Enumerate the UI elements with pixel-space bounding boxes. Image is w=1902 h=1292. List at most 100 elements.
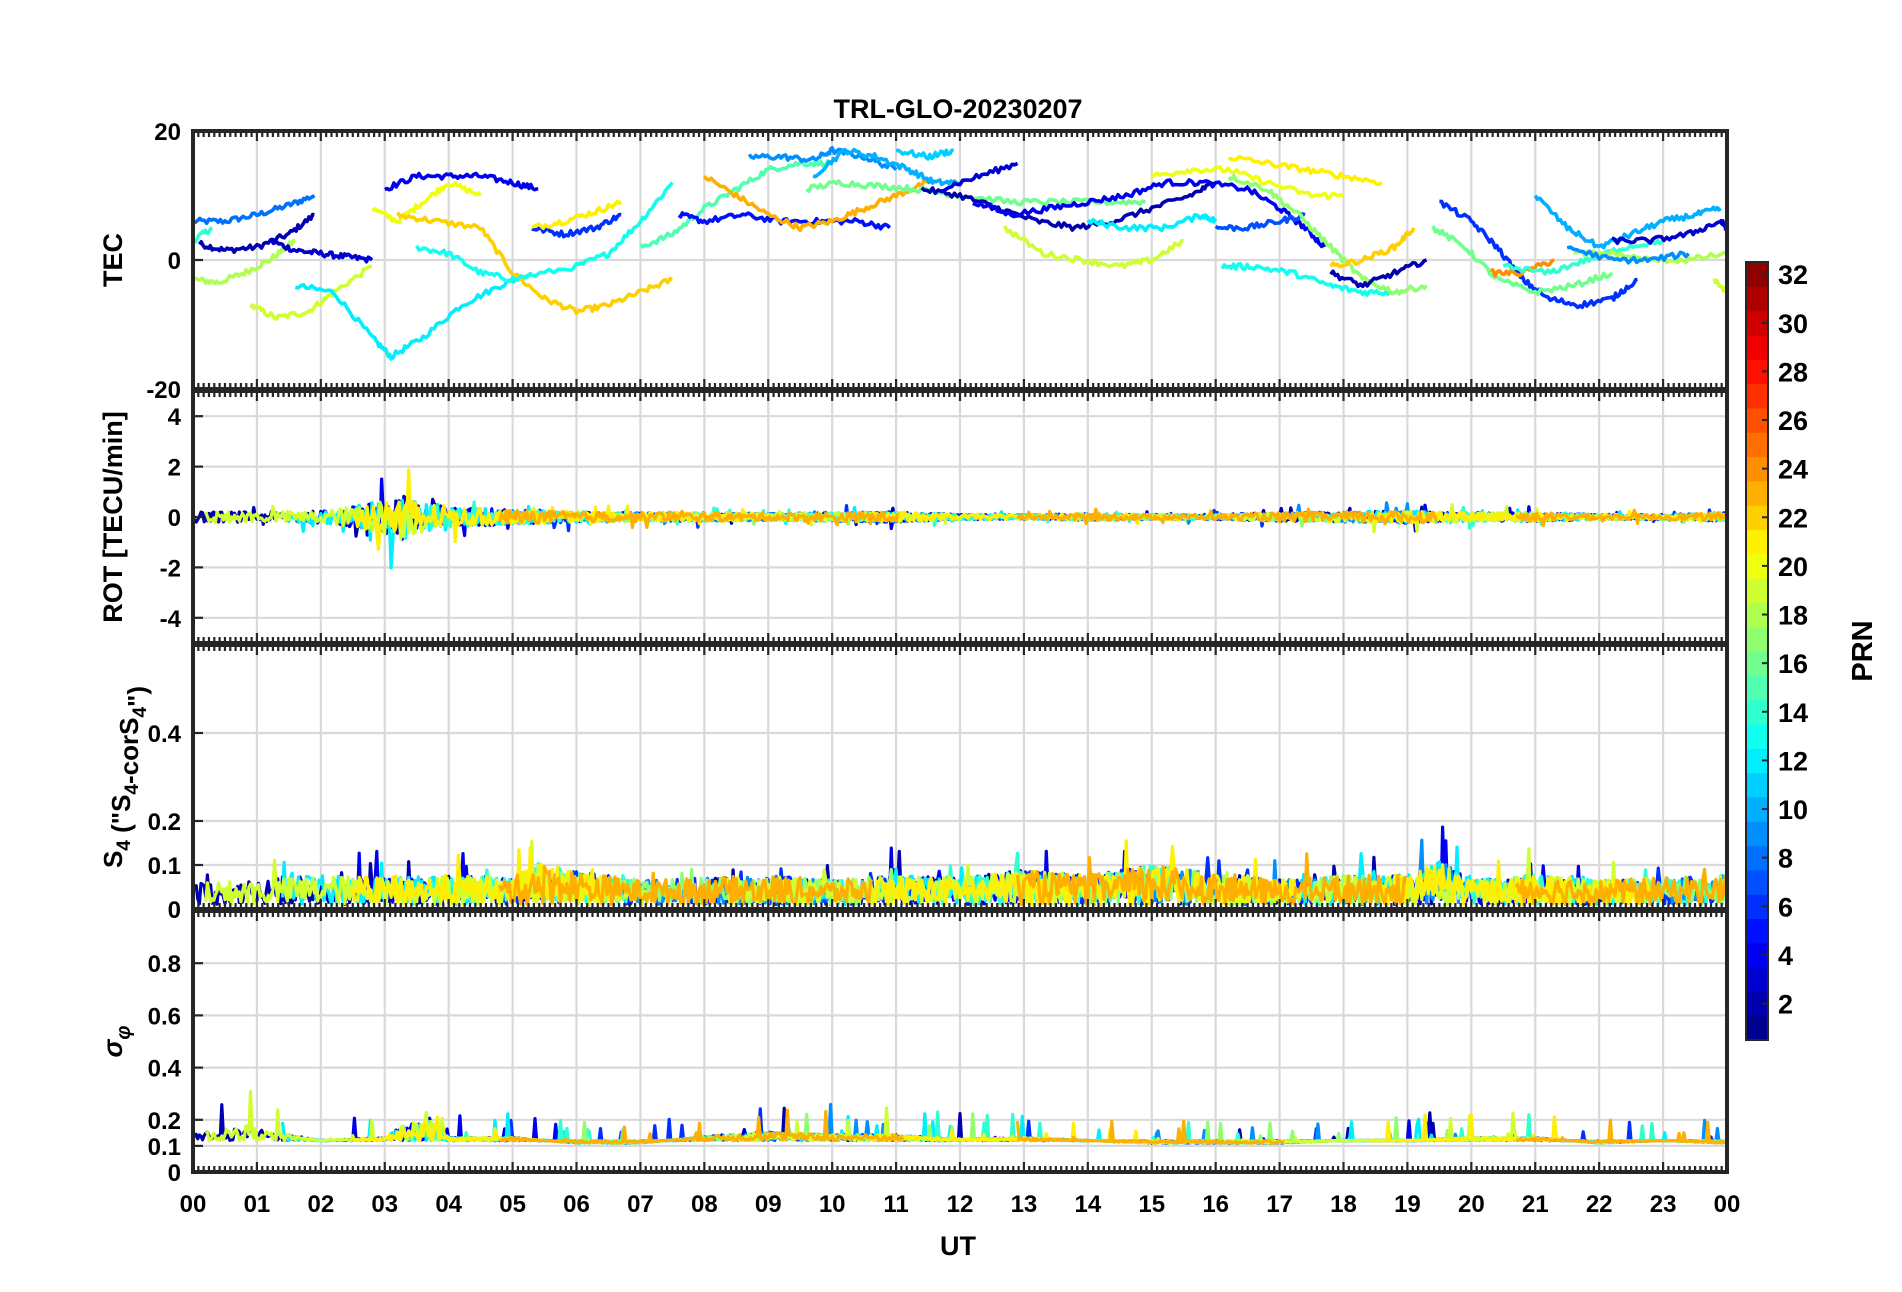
- colorbar-swatch: [1746, 821, 1768, 847]
- tec-series-prn-3-4: [268, 237, 374, 264]
- colorbar-tick-label: 22: [1778, 503, 1808, 533]
- x-tick-label: 13: [1011, 1191, 1038, 1218]
- panel-rot: 4 2 0 -2 -4 ROT [TECU/min]: [98, 389, 1729, 645]
- panel-tec: 20 0 -20 TEC: [98, 119, 1729, 404]
- y-axis-label-s4: S4 ("S4-corS4"): [98, 686, 152, 868]
- x-tick-label: 14: [1074, 1191, 1101, 1218]
- colorbar-swatch: [1746, 699, 1768, 725]
- y-tick-label: 0.2: [148, 1108, 181, 1135]
- y-tick-label: 0: [168, 248, 181, 275]
- x-tick-label: 23: [1650, 1191, 1677, 1218]
- panel-s4: 0.4 0.2 0.1 0 S4 ("S4-corS4"): [98, 643, 1729, 924]
- panel-tec-x-ticks: [191, 131, 1729, 389]
- y-axis-label-rot: ROT [TECU/min]: [98, 411, 128, 622]
- tec-series-prn-22-31: [1329, 227, 1416, 269]
- tec-series-prn-18-3: [193, 238, 296, 286]
- tec-series-prn-10-17: [812, 147, 962, 187]
- colorbar-swatch: [1746, 359, 1768, 385]
- colorbar-tick-label: 14: [1778, 698, 1808, 728]
- colorbar-tick-label: 24: [1778, 455, 1808, 485]
- colorbar-swatch: [1746, 942, 1768, 968]
- tec-series-prn-8-0: [193, 194, 316, 225]
- colorbar-swatch: [1746, 407, 1768, 433]
- colorbar-tick-label: 2: [1778, 990, 1793, 1020]
- panel-tec-plot: [193, 146, 1727, 361]
- y-tick-label: 0: [168, 897, 181, 924]
- tec-series-prn-3-21: [940, 161, 1019, 194]
- y-tick-label: 0.1: [148, 1134, 181, 1161]
- colorbar-tick-label: 16: [1778, 649, 1808, 679]
- x-tick-label: 03: [371, 1191, 398, 1218]
- tec-series-prn-4-22: [972, 178, 1326, 249]
- colorbar-swatch: [1746, 626, 1768, 652]
- tec-series-prn-2-1: [197, 212, 315, 254]
- s4-series-prn-23: [1015, 852, 1408, 907]
- panel-s4-x-ticks: [191, 645, 1729, 909]
- tec-series-prn-23-15: [702, 175, 930, 233]
- y-tick-label: 20: [154, 119, 181, 146]
- y-tick-label: 2: [168, 455, 181, 482]
- colorbar-swatch: [1746, 480, 1768, 506]
- colorbar-tick-label: 6: [1778, 892, 1793, 922]
- y-tick-label: -2: [160, 555, 181, 582]
- s4-series-prn-23: [498, 864, 874, 907]
- tec-series-prn-13-28: [1220, 261, 1396, 297]
- tec-series-prn-21-26: [1228, 154, 1383, 187]
- x-tick-label: 17: [1266, 1191, 1293, 1218]
- colorbar-swatch: [1746, 651, 1768, 676]
- y-tick-label: 0.4: [148, 1056, 182, 1083]
- colorbar-swatch: [1746, 383, 1768, 409]
- x-tick-label: 00: [180, 1191, 207, 1218]
- y-tick-label: 0.8: [148, 951, 181, 978]
- colorbar-swatch: [1746, 602, 1768, 628]
- x-tick-label: 06: [563, 1191, 590, 1218]
- s4-series-prn-21: [351, 846, 615, 907]
- tec-series-prn-3-38: [1611, 219, 1727, 246]
- colorbar-swatch: [1746, 310, 1768, 336]
- rot-series-prn-23: [498, 509, 900, 530]
- y-tick-label: 0.1: [148, 853, 181, 880]
- colorbar-tick-label: 30: [1778, 309, 1808, 339]
- tec-series-prn-17-29: [1227, 173, 1428, 296]
- y-tick-label: -4: [160, 606, 182, 633]
- rot-series-prn-23: [1515, 508, 1727, 528]
- tec-series-prn-16-33: [1431, 225, 1614, 297]
- tec-series-prn-20-25: [1150, 165, 1344, 200]
- sigma_phi-series-prn-23: [1515, 1118, 1727, 1145]
- colorbar-swatch: [1746, 918, 1768, 944]
- x-tick-label: 11: [883, 1191, 908, 1218]
- panel-rot-plot: [193, 468, 1727, 570]
- y-tick-label: 0.4: [148, 721, 182, 748]
- tec-series-prn-7-27: [1214, 212, 1306, 232]
- colorbar-swatch: [1746, 456, 1768, 482]
- x-tick-label: 19: [1394, 1191, 1421, 1218]
- tec-series-prn-9-16: [747, 146, 898, 171]
- sigma_phi-series-prn-23: [1015, 1119, 1285, 1145]
- y-axis-label-tec: TEC: [98, 233, 128, 287]
- x-tick-label: 00: [1714, 1191, 1741, 1218]
- colorbar-swatch: [1746, 748, 1768, 774]
- x-axis-label: UT: [940, 1231, 976, 1261]
- y-tick-label: 0: [168, 505, 181, 532]
- colorbar-tick-label: 10: [1778, 795, 1808, 825]
- colorbar-tick-label: 32: [1778, 260, 1808, 290]
- colorbar-swatch: [1746, 772, 1768, 798]
- tec-series-prn-19-23: [1003, 225, 1184, 270]
- tec-series-prn-19-5: [249, 264, 373, 321]
- colorbar-tick-label: 26: [1778, 406, 1808, 436]
- x-tick-label: 15: [1138, 1191, 1165, 1218]
- tec-series-prn-13-10: [415, 181, 674, 283]
- x-tick-label: 02: [307, 1191, 334, 1218]
- tec-series-prn-21-12: [531, 199, 623, 230]
- colorbar-tick-label: 8: [1778, 844, 1793, 874]
- tec-series-prn-4-7: [384, 171, 539, 192]
- x-tick-label: 09: [755, 1191, 782, 1218]
- x-tick-label: 22: [1586, 1191, 1613, 1218]
- colorbar-swatch: [1746, 723, 1768, 749]
- x-tick-label: 16: [1202, 1191, 1229, 1218]
- y-tick-label: 0: [168, 1160, 181, 1187]
- x-tick-label: 10: [819, 1191, 846, 1218]
- colorbar-swatch: [1746, 796, 1768, 822]
- y-tick-label: 4: [168, 404, 182, 431]
